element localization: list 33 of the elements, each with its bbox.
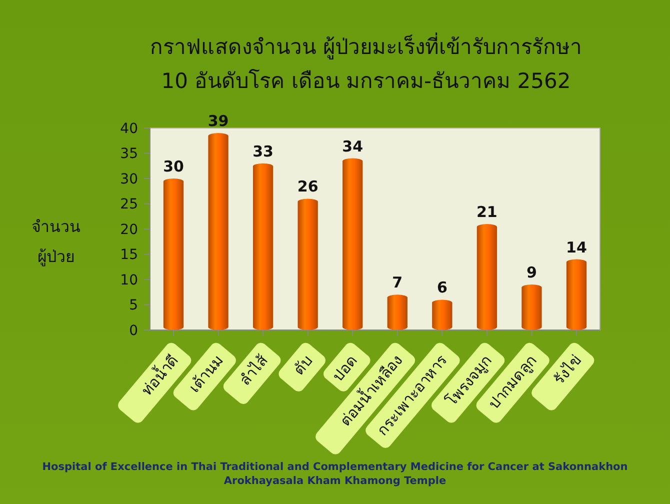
data-label: 30 xyxy=(163,158,184,176)
y-tick-label: 25 xyxy=(120,196,138,213)
y-tick-label: 0 xyxy=(129,322,138,339)
y-axis-title: จำนวน ผู้ป่วย xyxy=(32,217,80,267)
data-label: 7 xyxy=(392,274,403,292)
y-tick-label: 35 xyxy=(120,146,138,162)
y-tick-label: 30 xyxy=(120,171,138,188)
data-label: 39 xyxy=(208,112,229,130)
data-label: 9 xyxy=(526,264,537,282)
data-label: 6 xyxy=(436,278,448,297)
chart-title: กราฟแสดงจำนวน ผู้ป่วยมะเร็งที่เข้ารับการรักษา 10 อันดับโรค เดือน มกราคม-ธันวาคม 2562 xyxy=(150,32,582,93)
data-label: 26 xyxy=(297,178,318,196)
data-label: 34 xyxy=(342,137,364,156)
y-tick-label: 10 xyxy=(120,272,138,288)
data-label: 14 xyxy=(566,238,587,256)
data-label: 33 xyxy=(252,142,274,160)
bar xyxy=(298,198,318,330)
y-tick-label: 20 xyxy=(120,222,138,238)
bar xyxy=(163,178,184,330)
bar xyxy=(432,300,452,330)
bar xyxy=(342,158,363,330)
x-tick-label: ตับ xyxy=(290,351,316,378)
y-tick-label: 5 xyxy=(129,298,138,314)
bar xyxy=(387,294,408,330)
bar xyxy=(522,284,542,330)
bar xyxy=(208,133,228,330)
bar xyxy=(252,163,274,330)
data-label: 21 xyxy=(476,202,498,221)
bar xyxy=(476,224,498,330)
y-tick-label: 40 xyxy=(120,120,138,137)
y-tick-label: 15 xyxy=(120,247,138,264)
text: Hospital of Excellence in Thai Traditional and Complementary Medicine for Cancer at Sakonnakhon Arokhayasala Kham Khamong Temple xyxy=(42,461,628,487)
bar xyxy=(566,259,587,330)
